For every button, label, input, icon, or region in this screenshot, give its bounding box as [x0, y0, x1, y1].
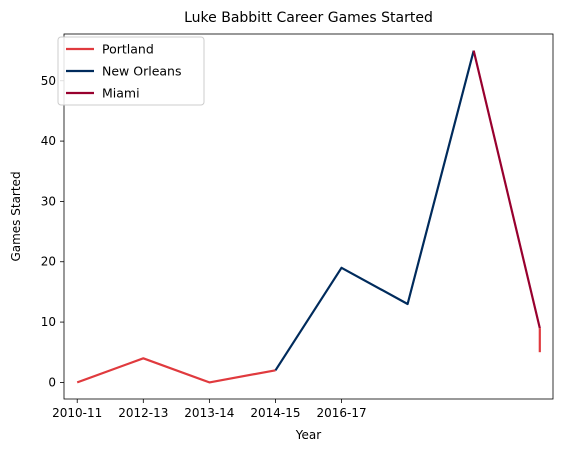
x-tick-label: 2013-14 [184, 406, 234, 420]
x-axis-label: Year [295, 428, 321, 442]
series-line-2 [472, 50, 541, 329]
x-tick-label: 2010-11 [52, 406, 102, 420]
y-axis-ticks: 0 10 20 30 40 50 [41, 74, 64, 389]
y-tick-label: 50 [41, 74, 56, 88]
y-axis-label: Games Started [9, 171, 23, 261]
plot-lines [76, 50, 541, 384]
y-tick-label: 20 [41, 255, 56, 269]
legend-label: New Orleans [102, 64, 181, 79]
legend-label: Portland [102, 42, 154, 57]
legend: Portland New Orleans Miami [57, 36, 205, 106]
y-tick-label: 40 [41, 134, 56, 148]
plot-frame [63, 33, 554, 400]
legend-box [57, 36, 205, 106]
x-axis-ticks: 2010-11 2012-13 2013-14 2014-15 2016-17 [52, 399, 367, 420]
y-tick-label: 30 [41, 194, 56, 208]
series-line-1 [274, 50, 475, 371]
y-tick-label: 10 [41, 315, 56, 329]
x-tick-label: 2014-15 [250, 406, 300, 420]
chart-title: Luke Babbitt Career Games Started [184, 10, 433, 26]
series-line-0 [76, 357, 276, 384]
x-tick-label: 2016-17 [316, 406, 366, 420]
legend-label: Miami [102, 86, 140, 101]
y-tick-label: 0 [48, 375, 56, 389]
x-tick-label: 2012-13 [118, 406, 168, 420]
